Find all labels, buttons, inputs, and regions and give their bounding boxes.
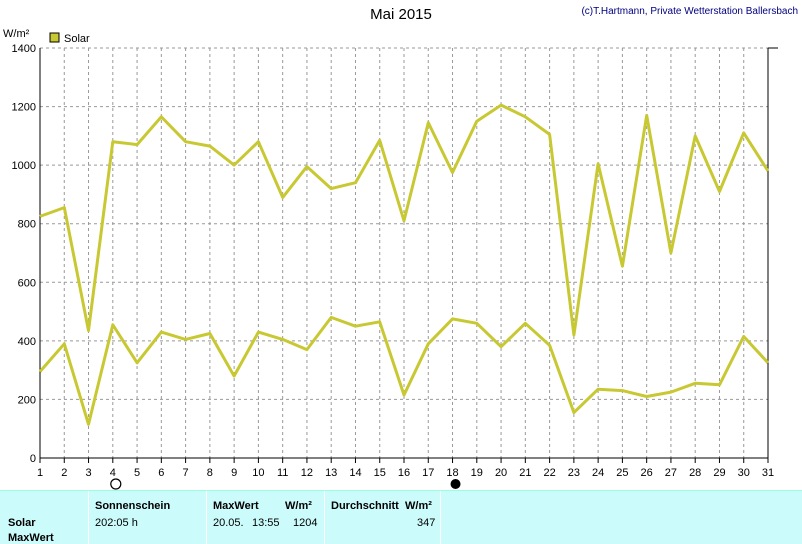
- y-tick-label: 600: [18, 277, 36, 289]
- maxwert-date: 20.05.: [213, 517, 244, 529]
- x-tick-label: 1: [37, 467, 43, 479]
- maxwert-unit: W/m²: [285, 500, 312, 512]
- durchschnitt-unit: W/m²: [405, 500, 432, 512]
- sonnenschein-column: Sonnenschein 202:05 h: [88, 491, 207, 544]
- legend: Solar: [49, 32, 90, 45]
- maxwert-header: MaxWert: [213, 500, 259, 512]
- y-tick-label: 400: [18, 336, 36, 348]
- x-tick-label: 2: [61, 467, 67, 479]
- x-tick-label: 30: [738, 467, 750, 479]
- x-tick-label: 7: [183, 467, 189, 479]
- summary-row-label-max: MaxWert: [8, 532, 54, 544]
- y-tick-label: 200: [18, 394, 36, 406]
- y-tick-label: 0: [30, 453, 36, 465]
- summary-row-label: Solar: [8, 517, 36, 529]
- x-tick-label: 17: [422, 467, 434, 479]
- y-axis-unit: W/m²: [3, 28, 30, 40]
- x-tick-label: 21: [519, 467, 531, 479]
- credit-text: (c)T.Hartmann, Private Wetterstation Bal…: [581, 6, 798, 17]
- legend-label-solar: Solar: [64, 33, 90, 45]
- y-tick-label: 1000: [12, 160, 36, 172]
- maxwert-column: MaxWert W/m² 20.05. 13:55 1204: [206, 491, 325, 544]
- x-tick-label: 14: [349, 467, 361, 479]
- x-tick-label: 22: [543, 467, 555, 479]
- maxwert-value: 1204: [293, 517, 318, 529]
- x-tick-label: 11: [277, 467, 288, 479]
- x-tick-label: 19: [471, 467, 483, 479]
- x-tick-label: 24: [592, 467, 604, 479]
- x-tick-label: 18: [446, 467, 458, 479]
- chart-title: Mai 2015: [370, 6, 432, 23]
- maxwert-time: 13:55: [252, 517, 280, 529]
- x-tick-label: 28: [689, 467, 701, 479]
- x-tick-label: 26: [641, 467, 653, 479]
- full-moon-icon: [110, 478, 122, 490]
- x-tick-label: 16: [398, 467, 410, 479]
- x-tick-label: 15: [374, 467, 386, 479]
- x-tick-label: 12: [301, 467, 313, 479]
- x-tick-label: 27: [665, 467, 677, 479]
- x-tick-label: 29: [713, 467, 725, 479]
- series-line-1: [38, 315, 770, 426]
- summary-panel: Solar MaxWert Sonnenschein 202:05 h MaxW…: [0, 490, 802, 544]
- x-tick-label: 13: [325, 467, 337, 479]
- x-tick-label: 5: [134, 467, 140, 479]
- sonnenschein-header: Sonnenschein: [95, 500, 171, 512]
- durchschnitt-column: Durchschnitt W/m² 347: [324, 491, 441, 544]
- x-tick-label: 23: [568, 467, 580, 479]
- durchschnitt-value: 347: [417, 517, 436, 529]
- sonnenschein-value: 202:05 h: [95, 517, 138, 529]
- x-tick-label: 20: [495, 467, 507, 479]
- y-tick-label: 1400: [12, 43, 36, 55]
- legend-swatch-solar: [49, 32, 60, 43]
- x-tick-label: 8: [207, 467, 213, 479]
- y-tick-label: 800: [18, 219, 36, 231]
- solar-chart: 1 2 3 4 5 6 7 8 9 10 11 12 13 14 15 16 17 18 19 20 21 22 23 24 2…: [3, 28, 778, 490]
- x-tick-label: 4: [110, 467, 116, 479]
- x-tick-label: 31: [762, 467, 774, 479]
- y-tick-label: 1200: [12, 102, 36, 114]
- x-tick-label: 3: [85, 467, 91, 479]
- empty-column: [440, 491, 802, 544]
- durchschnitt-header: Durchschnitt: [331, 500, 399, 512]
- new-moon-icon: [450, 479, 461, 489]
- x-tick-label: 25: [616, 467, 628, 479]
- x-tick-label: 10: [252, 467, 264, 479]
- series-line-0: [39, 103, 770, 337]
- x-tick-label: 6: [158, 467, 164, 479]
- x-tick-label: 9: [231, 467, 237, 479]
